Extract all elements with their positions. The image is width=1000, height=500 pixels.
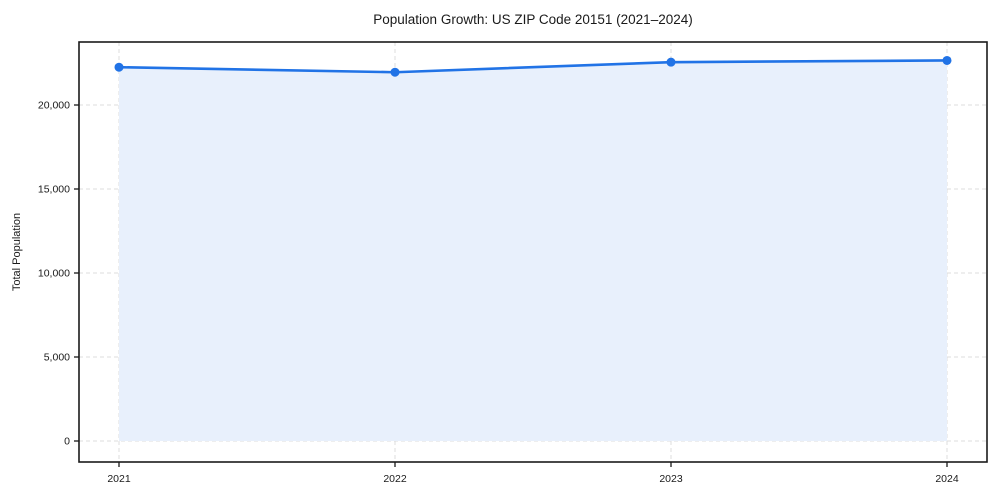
- data-point-marker: [666, 57, 676, 67]
- y-tick-label: 15,000: [38, 184, 70, 196]
- y-tick-label: 10,000: [38, 268, 70, 280]
- x-tick-label: 2022: [383, 473, 407, 485]
- y-tick-label: 0: [64, 436, 70, 448]
- axes-spines: [78, 41, 988, 463]
- y-tick-label: 5,000: [44, 352, 70, 364]
- x-tick-label: 2021: [107, 473, 131, 485]
- data-point-marker: [942, 55, 952, 65]
- x-tick-label: 2023: [659, 473, 683, 485]
- x-tick-label: 2024: [935, 473, 959, 485]
- data-point-marker: [390, 67, 400, 77]
- chart-title: Population Growth: US ZIP Code 20151 (20…: [373, 12, 693, 27]
- y-tick-label: 20,000: [38, 100, 70, 112]
- data-point-marker: [114, 62, 124, 72]
- series-line: [117, 59, 949, 74]
- series-area-fill: [119, 60, 947, 441]
